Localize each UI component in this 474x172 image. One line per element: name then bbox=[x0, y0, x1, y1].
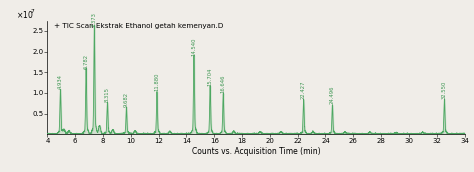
Text: 4.934: 4.934 bbox=[58, 74, 63, 89]
Text: 6.782: 6.782 bbox=[83, 53, 89, 68]
Text: 8.315: 8.315 bbox=[105, 87, 110, 101]
Text: 16.646: 16.646 bbox=[221, 75, 226, 93]
Text: + TIC Scan Ekstrak Ethanol getah kemenyan.D: + TIC Scan Ekstrak Ethanol getah kemenya… bbox=[54, 23, 223, 29]
Text: 7: 7 bbox=[31, 9, 35, 14]
Text: 7.373: 7.373 bbox=[92, 12, 97, 27]
Text: 22.427: 22.427 bbox=[301, 80, 306, 99]
Text: 32.550: 32.550 bbox=[442, 80, 447, 99]
Text: 14.540: 14.540 bbox=[191, 38, 196, 56]
Text: 9.682: 9.682 bbox=[124, 92, 129, 107]
X-axis label: Counts vs. Acquisition Time (min): Counts vs. Acquisition Time (min) bbox=[191, 147, 320, 156]
Text: 15.704: 15.704 bbox=[208, 68, 213, 86]
Text: 24.496: 24.496 bbox=[330, 86, 335, 104]
Text: $\times$10: $\times$10 bbox=[16, 8, 34, 19]
Text: 11.880: 11.880 bbox=[155, 73, 159, 91]
